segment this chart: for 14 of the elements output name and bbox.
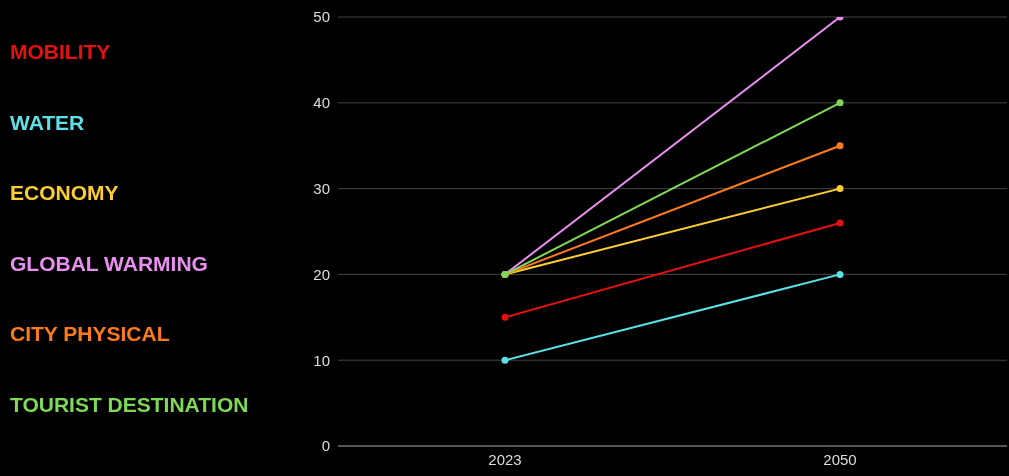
x-tick-label: 2023	[488, 450, 522, 468]
text: CITY PHYSICAL	[10, 321, 171, 347]
x-tick-label: 2050	[823, 450, 857, 468]
y-tick-label: 0	[321, 437, 330, 455]
y-tick-label: 30	[313, 179, 330, 197]
text: TOURIST DESTINATION	[10, 391, 250, 418]
text: ECONOMY	[10, 180, 120, 206]
y-tick-label: 50	[313, 8, 330, 26]
y-tick-label: 20	[313, 265, 330, 283]
text: WATER	[10, 109, 86, 136]
y-tick-label: 40	[313, 94, 330, 112]
text: MOBILITY	[10, 39, 112, 65]
text: GLOBAL WARMING	[10, 250, 209, 277]
y-tick-label: 10	[313, 351, 330, 369]
